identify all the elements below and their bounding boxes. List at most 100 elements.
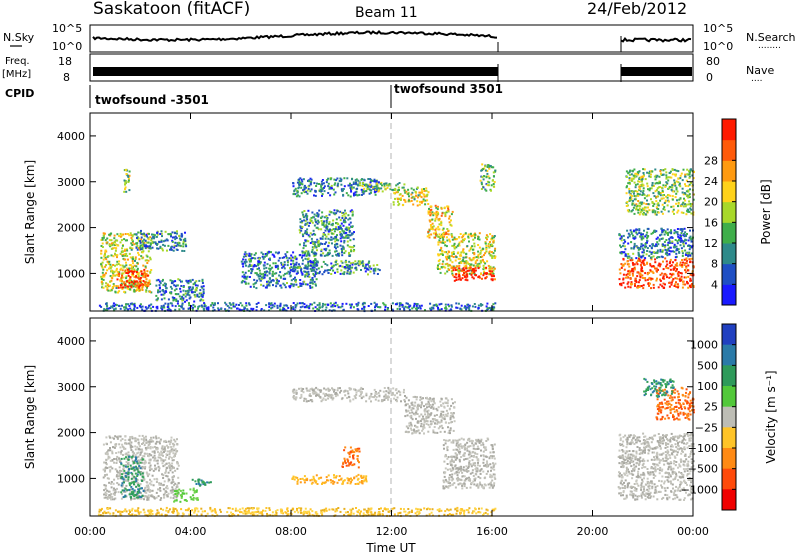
- power-cell: [468, 306, 471, 309]
- power-cell: [646, 241, 648, 244]
- power-cell: [373, 180, 376, 183]
- power-cell: [146, 255, 149, 258]
- power-cell: [672, 278, 675, 281]
- power-cell: [453, 247, 456, 250]
- power-cell: [349, 182, 351, 185]
- power-cell: [110, 239, 113, 242]
- power-cell: [116, 244, 119, 247]
- power-cell: [637, 200, 640, 202]
- power-cell: [363, 178, 366, 181]
- power-cell: [124, 186, 127, 189]
- velocity-cell: [139, 458, 142, 461]
- velocity-cell: [171, 462, 174, 465]
- power-cell: [457, 251, 460, 254]
- power-cell: [629, 277, 632, 280]
- power-cell: [124, 182, 127, 185]
- power-cell: [322, 220, 325, 223]
- power-cell: [448, 221, 451, 224]
- power-cell: [181, 295, 184, 298]
- power-cell: [311, 303, 313, 306]
- power-cell: [688, 171, 691, 174]
- power-cell: [112, 264, 115, 266]
- power-cell: [415, 194, 418, 197]
- velocity-cell: [173, 455, 175, 458]
- velocity-cell: [108, 477, 110, 480]
- power-cell: [333, 183, 336, 186]
- power-cell: [324, 263, 327, 265]
- power-cell: [453, 244, 455, 247]
- velocity-cell: [117, 474, 120, 477]
- power-cell: [174, 305, 177, 308]
- power-cell: [120, 239, 123, 242]
- power-cell: [182, 242, 185, 245]
- power-cell: [201, 305, 204, 308]
- velocity-cell: [110, 498, 112, 501]
- nsky-panel: N.Sky 10^5 10^0 10^5 10^0 N.Search .....…: [3, 22, 796, 53]
- velocity-cell: [165, 491, 168, 493]
- power-cell: [355, 178, 358, 181]
- velocity-cell: [103, 496, 106, 499]
- power-cell: [118, 290, 121, 293]
- power-cell: [401, 304, 404, 307]
- power-cell: [101, 271, 104, 274]
- power-cell: [690, 238, 693, 241]
- power-cell: [451, 272, 454, 275]
- power-cell: [672, 261, 674, 264]
- power-cell: [181, 249, 184, 252]
- power-cell: [182, 293, 185, 296]
- power-cell: [135, 246, 138, 249]
- power-cell: [304, 232, 306, 235]
- power-cell: [137, 251, 140, 254]
- power-cell: [681, 187, 684, 190]
- power-cell: [339, 237, 342, 240]
- power-cell: [638, 176, 641, 179]
- power-cell: [116, 256, 118, 259]
- power-cell: [644, 178, 647, 181]
- power-cell: [333, 246, 336, 249]
- power-cell: [622, 257, 625, 260]
- power-cell: [121, 250, 124, 253]
- velocity-cell: [151, 489, 154, 492]
- power-cell: [664, 231, 667, 233]
- power-cell: [646, 239, 649, 242]
- power-cell: [166, 249, 168, 252]
- power-cell: [229, 303, 232, 306]
- power-cell: [144, 265, 147, 268]
- power-cell: [340, 228, 343, 231]
- power-cell: [197, 305, 200, 308]
- power-cell: [305, 250, 308, 253]
- velocity-cell: [129, 436, 132, 438]
- power-cell: [333, 178, 336, 181]
- power-cell: [343, 239, 346, 242]
- power-cell: [199, 289, 202, 292]
- power-cell: [128, 252, 131, 255]
- power-cell: [105, 272, 107, 275]
- power-cell: [687, 185, 690, 188]
- power-cell: [439, 271, 442, 274]
- power-cell: [269, 258, 271, 261]
- power-cell: [252, 307, 255, 310]
- velocity-cell: [173, 484, 176, 487]
- power-cell: [675, 188, 678, 191]
- velocity-cell: [121, 493, 123, 496]
- power-cell: [193, 294, 196, 296]
- velocity-cell: [170, 456, 173, 459]
- power-cell: [111, 306, 114, 309]
- power-cell: [423, 188, 425, 190]
- power-cell: [642, 189, 645, 192]
- power-cell: [349, 266, 352, 269]
- power-cell: [317, 240, 320, 243]
- power-cell: [149, 271, 152, 274]
- power-cell: [625, 205, 628, 207]
- power-cell: [336, 239, 338, 242]
- power-cell: [640, 233, 643, 236]
- velocity-cell: [174, 495, 177, 498]
- velocity-cell: [158, 452, 161, 455]
- power-cell: [351, 213, 354, 216]
- power-cell: [468, 257, 471, 260]
- power-cell: [626, 185, 628, 188]
- power-cell: [630, 241, 633, 244]
- power-cell: [481, 259, 484, 262]
- power-cell: [671, 241, 674, 244]
- power-cell: [492, 272, 495, 275]
